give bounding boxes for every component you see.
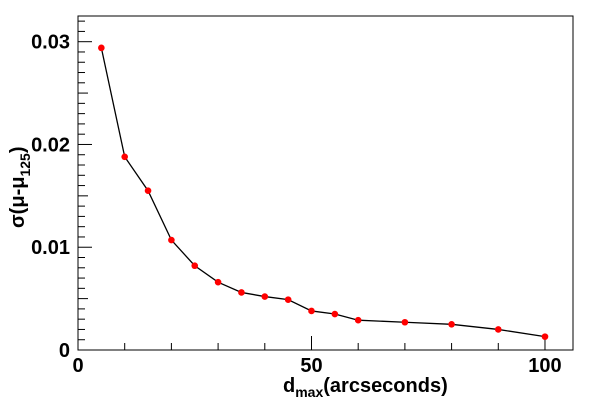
series-layer <box>98 44 549 340</box>
y-tick-label: 0.02 <box>31 134 70 156</box>
data-point <box>191 262 199 270</box>
data-point <box>168 236 175 244</box>
data-point <box>121 153 128 161</box>
y-tick-label: 0.01 <box>31 237 70 259</box>
plot-frame <box>77 15 574 351</box>
data-point <box>448 321 455 328</box>
data-point <box>401 318 409 326</box>
x-tick-label: 100 <box>528 355 561 377</box>
data-point <box>214 278 222 286</box>
x-axis-ticks: 0 50 100 <box>72 336 562 377</box>
data-point <box>494 326 502 333</box>
data-point <box>541 333 549 340</box>
y-tick-label: 0.03 <box>31 32 70 54</box>
series-line <box>100 47 546 338</box>
data-point <box>98 44 105 52</box>
x-axis-label: dmax(arcseconds) <box>283 375 448 400</box>
y-axis-ticks: 0 0.01 0.02 0.03 <box>31 20 92 362</box>
x-tick-label: 0 <box>72 355 83 377</box>
data-point <box>261 293 269 300</box>
x-tick-label: 50 <box>300 355 322 377</box>
data-point <box>144 187 152 195</box>
data-point <box>331 310 339 318</box>
data-point <box>238 289 245 296</box>
data-point <box>354 316 362 324</box>
y-tick-label: 0 <box>59 340 70 362</box>
y-axis-label: σ(μ-μ125) <box>7 146 33 228</box>
data-point <box>308 307 315 315</box>
data-point <box>284 296 292 303</box>
